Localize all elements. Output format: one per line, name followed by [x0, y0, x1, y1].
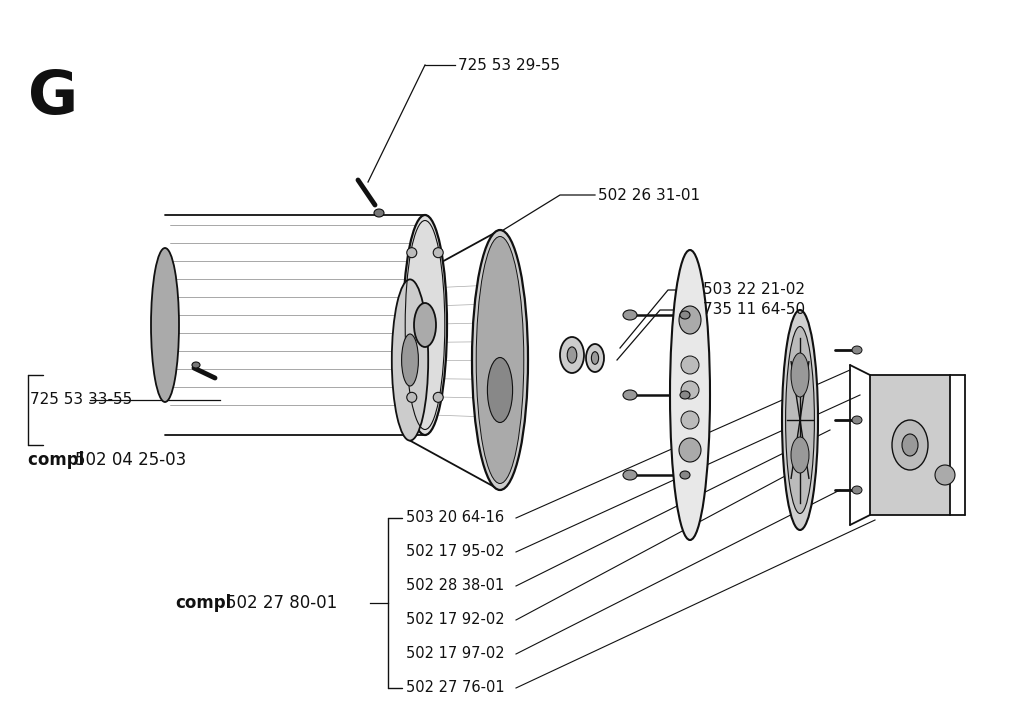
- Text: 502 27 80-01: 502 27 80-01: [226, 594, 337, 612]
- Text: G: G: [28, 68, 78, 127]
- Ellipse shape: [407, 248, 417, 258]
- Text: 502 26 31-01: 502 26 31-01: [598, 188, 700, 203]
- Ellipse shape: [681, 381, 699, 399]
- Ellipse shape: [401, 334, 419, 386]
- Ellipse shape: [433, 248, 443, 258]
- Ellipse shape: [670, 250, 710, 540]
- Ellipse shape: [476, 236, 524, 483]
- Ellipse shape: [852, 486, 862, 494]
- Ellipse shape: [892, 420, 928, 470]
- Ellipse shape: [392, 279, 428, 441]
- Ellipse shape: [791, 437, 809, 473]
- Ellipse shape: [782, 310, 818, 530]
- Text: 502 27 76-01: 502 27 76-01: [406, 680, 505, 695]
- Text: 725 53 33-55: 725 53 33-55: [30, 393, 132, 408]
- Ellipse shape: [560, 337, 584, 373]
- Ellipse shape: [680, 391, 690, 399]
- Ellipse shape: [681, 411, 699, 429]
- Ellipse shape: [935, 465, 955, 485]
- Text: compl: compl: [175, 594, 231, 612]
- Text: 503 20 64-16: 503 20 64-16: [406, 511, 504, 526]
- Ellipse shape: [472, 230, 528, 490]
- Text: 502 17 97-02: 502 17 97-02: [406, 646, 505, 661]
- Ellipse shape: [679, 438, 701, 462]
- Text: 502 17 95-02: 502 17 95-02: [406, 545, 505, 560]
- Ellipse shape: [791, 353, 809, 397]
- Ellipse shape: [679, 306, 701, 334]
- Ellipse shape: [623, 390, 637, 400]
- Ellipse shape: [193, 362, 200, 368]
- Text: 502 04 25-03: 502 04 25-03: [75, 451, 186, 469]
- Ellipse shape: [852, 346, 862, 354]
- Ellipse shape: [487, 358, 513, 423]
- Ellipse shape: [374, 209, 384, 217]
- Text: 502 28 38-01: 502 28 38-01: [406, 578, 504, 593]
- Ellipse shape: [592, 352, 599, 364]
- Ellipse shape: [433, 392, 443, 402]
- Bar: [870, 375, 950, 515]
- Ellipse shape: [623, 470, 637, 480]
- Text: compl: compl: [28, 451, 90, 469]
- Text: 502 17 92-02: 502 17 92-02: [406, 613, 505, 628]
- Text: 735 11 64-50: 735 11 64-50: [703, 303, 805, 318]
- Ellipse shape: [151, 248, 179, 402]
- Ellipse shape: [681, 356, 699, 374]
- Ellipse shape: [407, 392, 417, 402]
- Ellipse shape: [567, 347, 577, 363]
- Text: 503 22 21-02: 503 22 21-02: [703, 283, 805, 298]
- Ellipse shape: [403, 215, 447, 435]
- Ellipse shape: [680, 471, 690, 479]
- Ellipse shape: [623, 310, 637, 320]
- Ellipse shape: [586, 344, 604, 372]
- Ellipse shape: [902, 434, 918, 456]
- Text: 725 53 29-55: 725 53 29-55: [458, 58, 560, 73]
- Ellipse shape: [785, 326, 814, 513]
- Ellipse shape: [680, 311, 690, 319]
- Ellipse shape: [852, 416, 862, 424]
- Ellipse shape: [414, 303, 436, 347]
